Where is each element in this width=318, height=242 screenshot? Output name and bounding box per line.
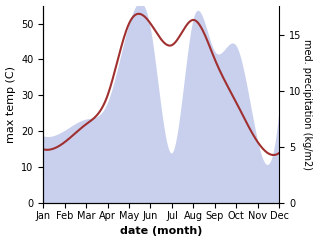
- X-axis label: date (month): date (month): [120, 227, 203, 236]
- Y-axis label: med. precipitation (kg/m2): med. precipitation (kg/m2): [302, 39, 313, 170]
- Y-axis label: max temp (C): max temp (C): [5, 66, 16, 143]
